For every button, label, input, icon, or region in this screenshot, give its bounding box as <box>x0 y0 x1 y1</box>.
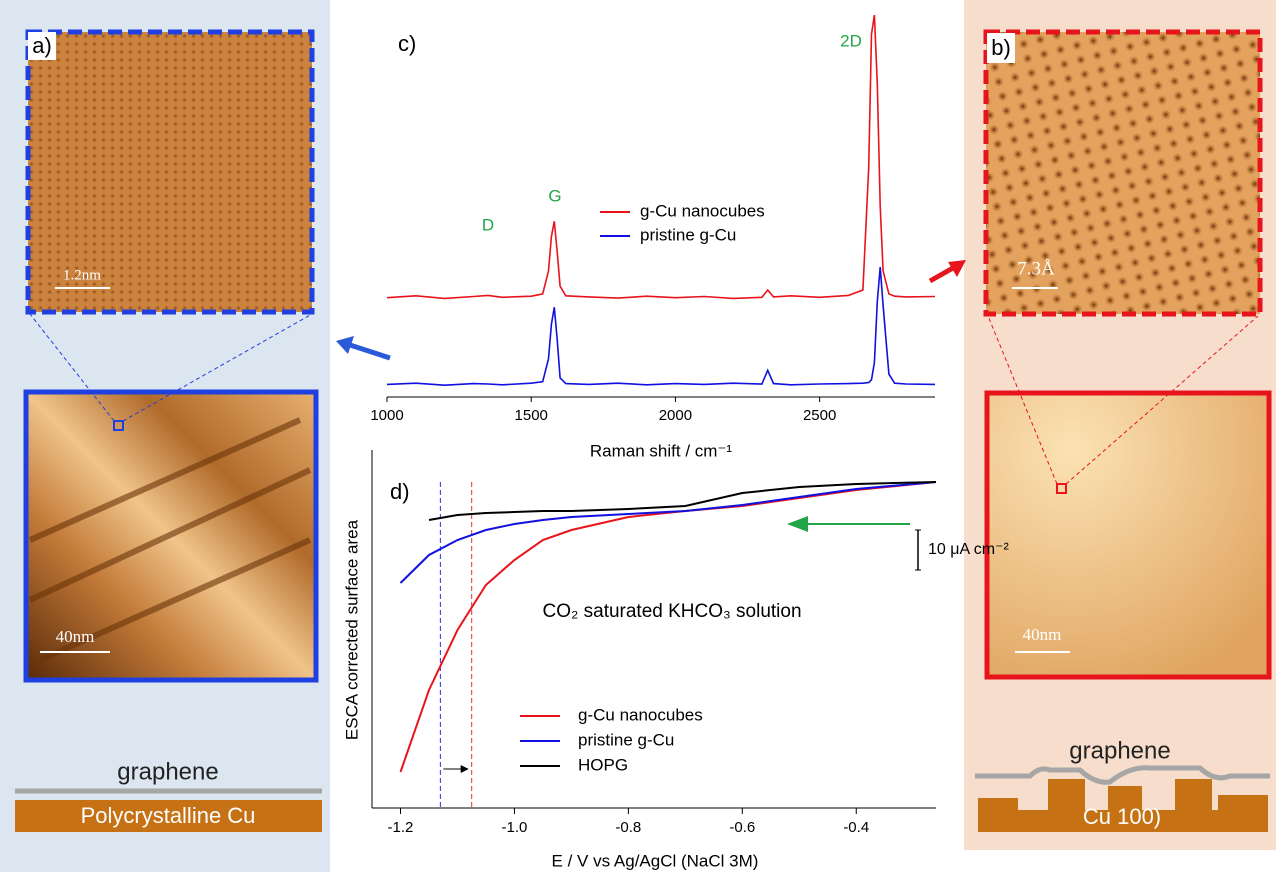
zoom-line <box>29 313 115 422</box>
panel-label: c) <box>398 31 416 56</box>
x-axis-label: Raman shift / cm⁻¹ <box>590 441 733 460</box>
x-tick-label: -0.6 <box>729 819 755 836</box>
zoom-marker <box>1056 483 1067 494</box>
schematic-label: graphene <box>117 758 218 785</box>
x-tick-label: 1500 <box>515 407 548 424</box>
legend-label: g-Cu nanocubes <box>640 201 765 220</box>
scale-label: 40nm <box>56 627 95 646</box>
image-frame <box>984 390 1272 680</box>
series-line <box>399 481 937 773</box>
x-tick-label: -0.4 <box>843 819 869 836</box>
zoom-line <box>122 313 313 422</box>
arrow-head <box>336 336 354 354</box>
direction-arrow-head <box>787 516 808 532</box>
series-line <box>428 481 937 521</box>
peak-label: G <box>548 186 561 205</box>
scale-bar-label: 10 μA cm⁻² <box>928 541 1009 558</box>
panel-label: b) <box>991 35 1011 60</box>
series-line <box>399 481 937 584</box>
x-tick-label: 2500 <box>803 407 836 424</box>
y-axis-label: ESCA corrected surface area <box>342 519 361 740</box>
arrow-head <box>948 260 966 277</box>
stm-shade <box>28 32 312 312</box>
panel-label: a) <box>32 33 52 58</box>
terraces <box>28 417 312 663</box>
peak-label: 2D <box>840 31 862 50</box>
graphene-layer <box>975 765 1270 785</box>
panel-label: d) <box>390 479 410 504</box>
zoom-frame <box>983 29 1263 317</box>
scale-label: 1.2nm <box>63 267 101 283</box>
zoom-marker <box>113 420 124 431</box>
schematic-label: graphene <box>1069 737 1170 764</box>
stm-image-a <box>28 32 312 312</box>
cu-substrate <box>15 800 322 832</box>
cu-substrate <box>978 779 1268 832</box>
label-box <box>28 32 56 60</box>
x-tick-label: 2000 <box>659 407 692 424</box>
schematic-label: Cu 100) <box>1083 804 1161 829</box>
shift-arrow-head <box>460 765 469 773</box>
stm-image-b <box>986 32 1260 314</box>
legend-label: pristine g-Cu <box>640 225 736 244</box>
x-tick-label: -0.8 <box>615 819 641 836</box>
x-tick-label: -1.0 <box>501 819 527 836</box>
legend-label: HOPG <box>578 755 628 774</box>
series-line <box>386 267 936 387</box>
image-frame <box>23 389 319 683</box>
peak-label: D <box>482 215 494 234</box>
zoom-line <box>987 315 1058 485</box>
x-tick-label: 1000 <box>370 407 403 424</box>
legend-label: g-Cu nanocubes <box>578 705 703 724</box>
zoom-frame <box>25 29 315 315</box>
arrow <box>349 342 391 361</box>
x-tick-label: -1.2 <box>388 819 414 836</box>
arrow <box>928 265 955 284</box>
annotation: CO₂ saturated KHCO₃ solution <box>542 601 801 622</box>
legend-label: pristine g-Cu <box>578 730 674 749</box>
label-box <box>987 33 1015 63</box>
x-axis-label: E / V vs Ag/AgCl (NaCl 3M) <box>552 851 759 870</box>
scale-label: 40nm <box>1023 625 1062 644</box>
schematic-label: Polycrystalline Cu <box>81 803 256 828</box>
series-line <box>386 14 936 300</box>
stm-image-b-wide <box>987 393 1269 677</box>
scale-label: 7.3Å <box>1017 258 1055 279</box>
zoom-line <box>1065 315 1259 485</box>
